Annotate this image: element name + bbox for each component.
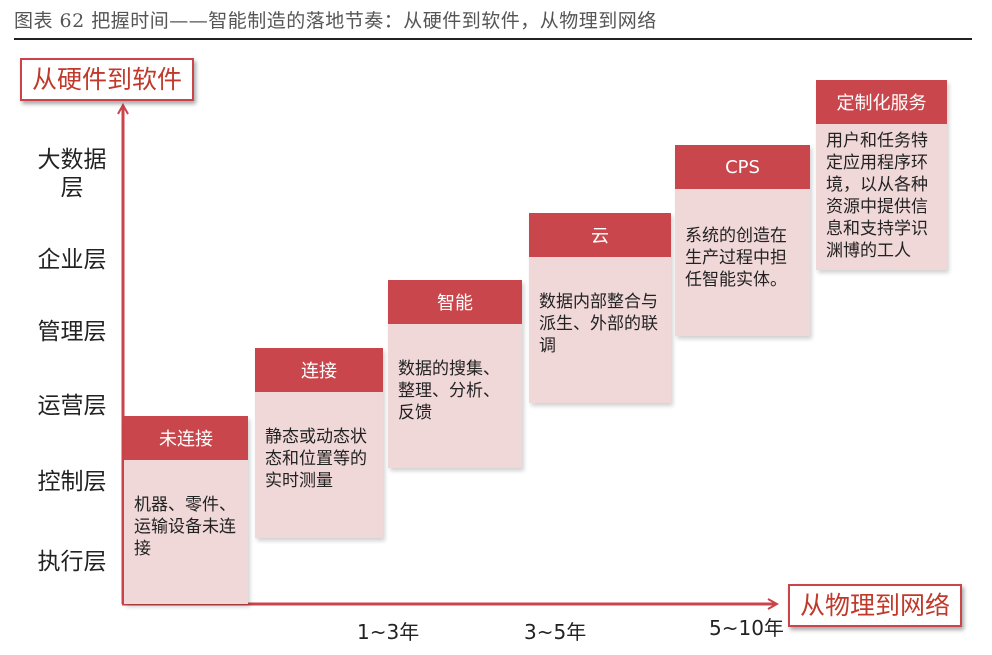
- title-divider: [14, 38, 972, 40]
- stage-header: 未连接: [124, 416, 248, 460]
- stage-body: 数据内部整合与派生、外部的联调: [529, 257, 671, 403]
- stage-body: 静态或动态状态和位置等的实时测量: [255, 392, 383, 538]
- layer-big-data: 大数据层: [37, 147, 107, 201]
- stage-body: 系统的创造在生产过程中担任智能实体。: [675, 189, 810, 336]
- figure-title: 图表 62 把握时间——智能制造的落地节奏：从硬件到软件，从物理到网络: [14, 10, 657, 32]
- layer-execution: 执行层: [37, 549, 107, 575]
- layer-operation: 运营层: [37, 393, 107, 419]
- layer-management: 管理层: [37, 319, 107, 345]
- stage-header: 云: [529, 213, 671, 257]
- stage-header: 定制化服务: [816, 80, 947, 124]
- layer-enterprise: 企业层: [37, 247, 107, 273]
- stage-intelligent: 智能 数据的搜集、整理、分析、反馈: [388, 280, 522, 468]
- stage-header: CPS: [675, 145, 810, 189]
- stage-body: 用户和任务特定应用程序环境，以从各种资源中提供信息和支持学识渊博的工人: [816, 124, 947, 270]
- stage-unconnected: 未连接 机器、零件、运输设备未连接: [124, 416, 248, 604]
- timeline-5-10: 5~10年: [709, 616, 784, 640]
- y-axis-label: 从硬件到软件: [20, 58, 195, 101]
- stage-header: 连接: [255, 348, 383, 392]
- stage-body: 机器、零件、运输设备未连接: [124, 460, 248, 604]
- layer-control: 控制层: [37, 469, 107, 495]
- stage-connected: 连接 静态或动态状态和位置等的实时测量: [255, 348, 383, 538]
- stage-header: 智能: [388, 280, 522, 324]
- stage-cloud: 云 数据内部整合与派生、外部的联调: [529, 213, 671, 403]
- stage-cps: CPS 系统的创造在生产过程中担任智能实体。: [675, 145, 810, 336]
- timeline-3-5: 3~5年: [524, 620, 587, 644]
- x-axis-label: 从物理到网络: [788, 584, 963, 627]
- timeline-1-3: 1~3年: [357, 620, 420, 644]
- stage-body: 数据的搜集、整理、分析、反馈: [388, 324, 522, 468]
- stage-custom-service: 定制化服务 用户和任务特定应用程序环境，以从各种资源中提供信息和支持学识渊博的工…: [816, 80, 947, 270]
